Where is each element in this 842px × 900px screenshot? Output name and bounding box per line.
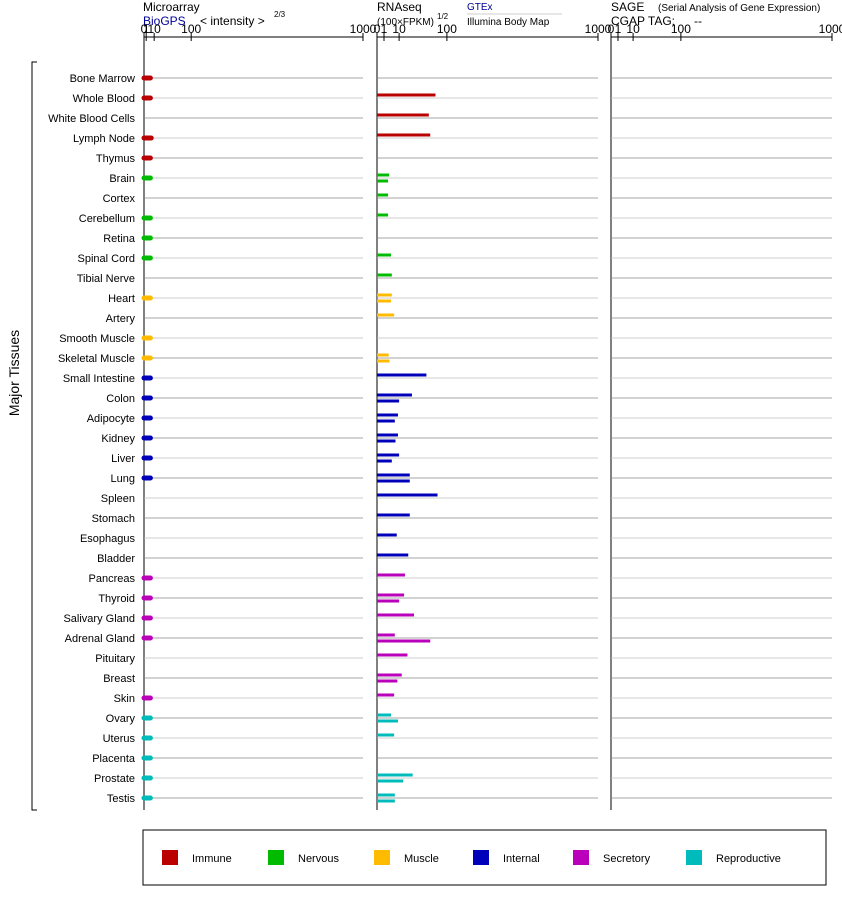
tissue-label: Lymph Node <box>73 133 135 145</box>
tissue-label: Thyroid <box>98 593 135 605</box>
tissue-label: Ovary <box>106 713 136 725</box>
microarray-tick-label: 1 <box>143 22 150 36</box>
legend-swatch-nervous <box>268 850 284 865</box>
sage-axis: 01 10 100 1000 <box>608 22 842 810</box>
tissue-label: Uterus <box>103 733 136 745</box>
legend-swatch-immune <box>162 850 178 865</box>
rnaseq-exponent: 1/2 <box>437 12 449 21</box>
tissue-label: Liver <box>111 453 135 465</box>
tissue-label: Whole Blood <box>73 93 135 105</box>
rnaseq-tick-label: 10 <box>392 22 406 36</box>
legend-label-internal: Internal <box>503 853 540 865</box>
sage-tick-label: 1000 <box>819 22 842 36</box>
sage-tag-value: -- <box>694 14 702 28</box>
microarray-tick-label: 10 <box>147 22 161 36</box>
rnaseq-tick-label: 0 <box>374 22 381 36</box>
tissue-label: Smooth Muscle <box>59 333 135 345</box>
tissue-label: Skeletal Muscle <box>58 353 135 365</box>
tissue-label: Bone Marrow <box>70 73 135 85</box>
tissue-label: Testis <box>107 793 136 805</box>
tissue-label: Kidney <box>101 433 135 445</box>
legend-swatch-internal <box>473 850 489 865</box>
tissue-label: Prostate <box>94 773 135 785</box>
tissue-label: White Blood Cells <box>48 113 135 125</box>
tissue-label: Spinal Cord <box>78 253 135 265</box>
rnaseq-tick-label: 1 <box>381 22 388 36</box>
microarray-tick-label: 100 <box>181 22 201 36</box>
rnaseq-tick-label: 1000 <box>585 22 612 36</box>
legend-swatch-secretory <box>573 850 589 865</box>
tissue-label: Tibial Nerve <box>77 273 135 285</box>
rnaseq-tick-label: 100 <box>437 22 457 36</box>
sage-title: SAGE <box>611 0 644 14</box>
microarray-title: Microarray <box>143 0 200 14</box>
rnaseq-unit: (100×FPKM) <box>377 17 434 28</box>
sage-subtitle: (Serial Analysis of Gene Expression) <box>658 3 820 14</box>
tissue-label: Small Intestine <box>63 373 135 385</box>
tissue-label: Retina <box>103 233 136 245</box>
tissue-label: Brain <box>109 173 135 185</box>
rnaseq-axis: 0 1 10 100 1000 <box>374 22 612 810</box>
tissue-label: Bladder <box>97 553 135 565</box>
tissue-label: Artery <box>106 313 136 325</box>
legend-label-nervous: Nervous <box>298 853 339 865</box>
tissue-label: Lung <box>111 473 135 485</box>
microarray-tick-label: 0 <box>141 22 148 36</box>
microarray-exponent: 2/3 <box>274 10 286 19</box>
tissue-label: Stomach <box>92 513 135 525</box>
major-tissues-label: Major Tissues <box>6 330 22 416</box>
sage-tick-label: 10 <box>626 22 640 36</box>
major-tissues-bracket <box>31 61 37 811</box>
gtex-link[interactable]: GTEx <box>467 2 493 13</box>
microarray-tick-label: 1000 <box>350 22 377 36</box>
tissue-label: Pancreas <box>89 573 136 585</box>
biogps-link[interactable]: BioGPS <box>143 14 186 28</box>
tissue-label: Spleen <box>101 493 135 505</box>
tissue-label: Placenta <box>92 753 136 765</box>
rnaseq-title: RNAseq <box>377 0 422 14</box>
tissue-label: Thymus <box>96 153 136 165</box>
tissue-label: Cerebellum <box>79 213 135 225</box>
sage-tag-label: CGAP TAG: <box>611 14 675 28</box>
tissue-label: Adrenal Gland <box>65 633 135 645</box>
tissue-label: Pituitary <box>95 653 135 665</box>
microarray-unit: < intensity > <box>200 14 265 28</box>
tissue-label: Adipocyte <box>87 413 135 425</box>
legend-label-reproductive: Reproductive <box>716 853 781 865</box>
illumina-body-map-link[interactable]: Illumina Body Map <box>467 17 550 28</box>
tissue-label: Colon <box>106 393 135 405</box>
legend-swatch-muscle <box>374 850 390 865</box>
legend-label-muscle: Muscle <box>404 853 439 865</box>
sage-tick-label: 0 <box>608 22 615 36</box>
legend-swatch-reproductive <box>686 850 702 865</box>
tissue-label: Breast <box>103 673 135 685</box>
legend-label-immune: Immune <box>192 853 232 865</box>
tissue-label: Skin <box>114 693 135 705</box>
tissue-label: Esophagus <box>80 533 136 545</box>
tissue-label: Cortex <box>103 193 136 205</box>
sage-tick-label: 1 <box>615 22 622 36</box>
tissue-label: Salivary Gland <box>63 613 135 625</box>
sage-tick-label: 100 <box>671 22 691 36</box>
tissue-label: Heart <box>108 293 135 305</box>
legend-label-secretory: Secretory <box>603 853 651 865</box>
